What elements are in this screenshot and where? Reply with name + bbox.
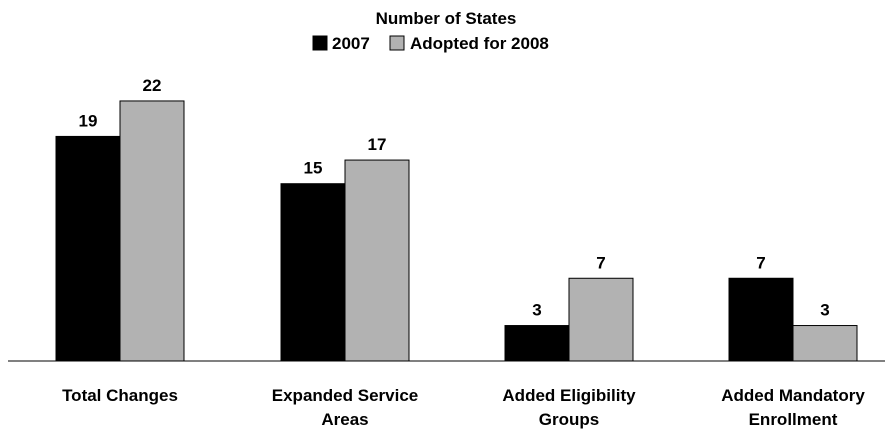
legend-label-2007: 2007 (332, 34, 370, 53)
bar-3-series-0 (728, 277, 794, 362)
value-label-1-series-0: 15 (304, 159, 323, 178)
value-label-3-series-0: 7 (756, 253, 765, 272)
legend-swatch-2007 (312, 35, 328, 51)
legend-swatch-adopted-2008 (389, 35, 405, 51)
bar-0-series-1 (119, 100, 185, 362)
bar-2-series-0 (504, 325, 570, 362)
bar-1-series-1 (344, 159, 410, 362)
bars-group (55, 100, 858, 362)
value-label-3-series-1: 3 (820, 301, 829, 320)
category-label-0: Total Changes (62, 386, 178, 405)
chart-title: Number of States (376, 9, 517, 28)
value-labels-group: 19 22 15 17 3 7 7 3 (79, 76, 830, 320)
bar-1-series-0 (280, 183, 346, 362)
bar-2-series-1 (568, 277, 634, 362)
value-label-1-series-1: 17 (368, 135, 387, 154)
value-label-0-series-1: 22 (143, 76, 162, 95)
bar-3-series-1 (792, 325, 858, 362)
category-label-1: Expanded Service Areas (272, 386, 418, 429)
legend-label-adopted-2008: Adopted for 2008 (410, 34, 549, 53)
category-labels-group: Total Changes Expanded Service Areas Added … (62, 386, 865, 429)
category-label-2: Added Eligibility Groups (502, 386, 636, 429)
legend: 2007 Adopted for 2008 (312, 34, 549, 53)
value-label-2-series-0: 3 (532, 301, 541, 320)
bar-0-series-0 (55, 135, 121, 362)
value-label-2-series-1: 7 (596, 253, 605, 272)
category-label-3: Added Mandatory Enrollment (721, 386, 865, 429)
value-label-0-series-0: 19 (79, 111, 98, 130)
